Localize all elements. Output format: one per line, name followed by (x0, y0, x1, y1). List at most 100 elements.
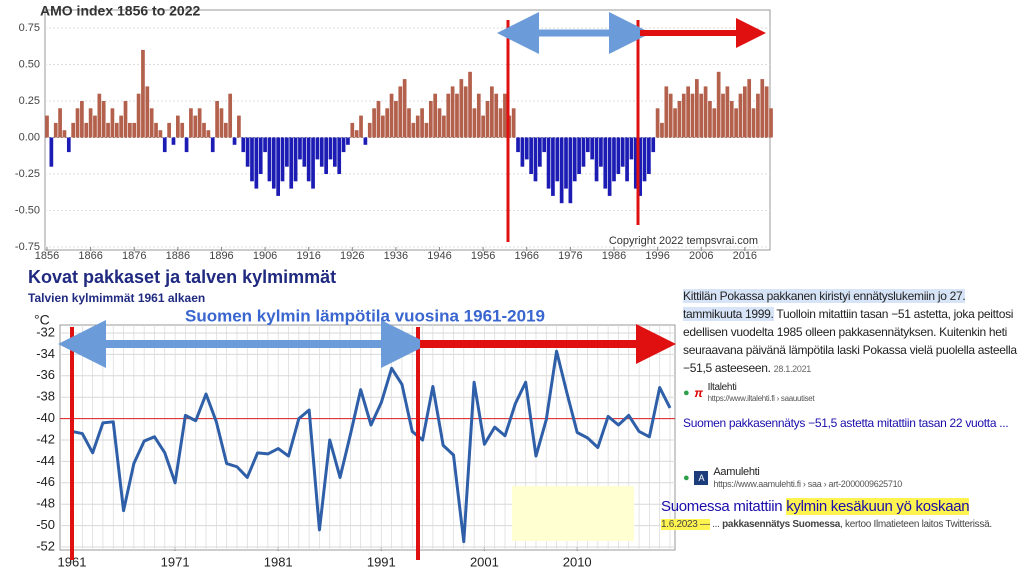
bar (681, 93, 686, 138)
bar (376, 101, 381, 138)
bar (594, 137, 599, 182)
bar (620, 137, 625, 167)
bar (359, 115, 363, 138)
bar (154, 122, 158, 138)
x-tick-label: 2010 (563, 554, 592, 569)
bar (564, 137, 568, 189)
bar (612, 137, 616, 182)
x-tick-label: 1856 (35, 250, 59, 262)
x-tick-label: 1866 (78, 250, 102, 262)
bar (520, 137, 525, 167)
bar (455, 93, 459, 138)
x-tick-label: 1966 (515, 250, 539, 262)
site-icon: A (694, 471, 709, 485)
bar (101, 101, 106, 138)
bar (712, 108, 717, 138)
bar (476, 93, 481, 138)
x-tick-label: 1876 (122, 250, 146, 262)
bar (167, 122, 171, 138)
bar (75, 108, 80, 138)
bar (302, 137, 307, 167)
bar (673, 108, 677, 138)
result-title[interactable]: Suomessa mitattiin kylmin kesäkuun yö ko… (661, 498, 1018, 516)
bar (363, 137, 368, 145)
bar (206, 130, 211, 138)
y-tick-label: -46 (36, 474, 55, 489)
bar (590, 137, 595, 160)
y-tick-label: -42 (36, 431, 55, 446)
x-tick-label: 2016 (733, 250, 757, 262)
x-tick-label: 1956 (471, 250, 495, 262)
bar (655, 108, 660, 138)
bar (245, 137, 250, 167)
bar (232, 137, 237, 145)
bar (341, 137, 346, 153)
y-tick-label: -40 (36, 410, 55, 425)
bar (511, 108, 516, 138)
bar (490, 86, 494, 138)
bar (407, 108, 411, 138)
bar (428, 101, 433, 138)
bar (223, 122, 228, 138)
bar (119, 115, 123, 138)
bar (180, 122, 185, 138)
text: , kertoo Ilmatieteen laitos Twitterissä. (840, 519, 992, 530)
bar (472, 108, 477, 138)
y-tick-label: 0.25 (19, 95, 40, 107)
x-tick-label: 1926 (340, 250, 364, 262)
bar (603, 137, 608, 189)
bar (58, 108, 62, 138)
x-tick-label: 1936 (384, 250, 408, 262)
bar (660, 122, 664, 138)
bar (66, 137, 71, 153)
bar (559, 137, 564, 204)
bar (629, 137, 634, 160)
bar (175, 115, 180, 138)
bar (616, 137, 621, 174)
x-tick-label: 1971 (161, 554, 190, 569)
bar (738, 93, 743, 138)
bar (84, 122, 89, 138)
snippet: Kittilän Pokassa pakkanen kiristyi ennät… (683, 287, 1018, 378)
bar (420, 108, 424, 138)
x-tick-label: 1981 (264, 554, 293, 569)
bar (93, 115, 97, 138)
subheading: Talvien kylmimmät 1961 alkaen (28, 291, 205, 305)
bar (542, 137, 547, 153)
bar (285, 137, 289, 167)
result-title[interactable]: Suomen pakkasennätys −51,5 astetta mitat… (683, 416, 1009, 430)
bar (350, 122, 355, 138)
title-highlight: kylmin kesäkuun yö koskaan (786, 498, 970, 515)
y-tick-label: -36 (36, 367, 55, 382)
bar (210, 137, 215, 153)
amo-title: AMO index 1856 to 2022 (40, 3, 201, 19)
bar (721, 93, 725, 138)
bar (128, 122, 132, 138)
bar (599, 137, 603, 167)
bar (695, 79, 699, 138)
bar (398, 86, 403, 138)
text: ... (709, 519, 723, 530)
bar (551, 137, 555, 196)
y-tick-label: 0.00 (19, 131, 40, 143)
bar (141, 49, 145, 138)
bar (555, 137, 560, 182)
bar (110, 108, 115, 138)
bar (319, 137, 324, 167)
check-icon: ● (683, 387, 690, 399)
bar (568, 137, 573, 204)
bar (315, 137, 320, 160)
y-tick-label: -38 (36, 389, 55, 404)
bar (149, 108, 154, 138)
bar (756, 93, 760, 138)
bar (62, 130, 67, 138)
bar (132, 122, 137, 138)
bar (747, 79, 752, 138)
y-tick-label: -50 (36, 517, 55, 532)
y-tick-label: -44 (36, 453, 55, 468)
bar (633, 137, 638, 189)
url: https://www.iltalehti.fi › saauutiset (707, 394, 815, 403)
x-tick-label: 1961 (58, 554, 87, 569)
bar (328, 137, 333, 160)
